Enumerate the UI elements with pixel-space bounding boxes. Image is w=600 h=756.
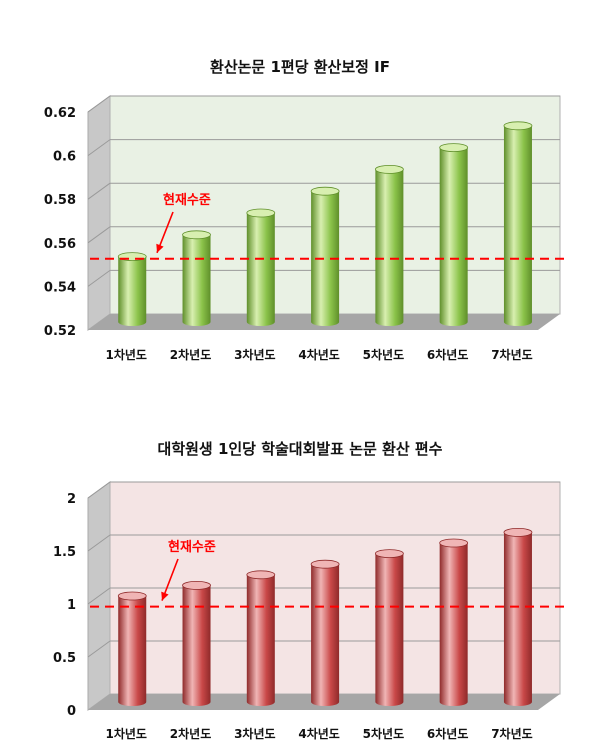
bar-body <box>503 532 532 706</box>
bar-body <box>118 596 147 706</box>
gridline-side <box>87 182 111 200</box>
x-tick-label: 7차년도 <box>491 347 532 362</box>
y-tick-label: 2 <box>67 492 76 507</box>
bar-top <box>310 186 340 196</box>
x-tick-label: 2차년도 <box>170 726 211 741</box>
bar-top <box>374 164 404 174</box>
y-tick-label: 1.5 <box>53 545 76 560</box>
bar <box>117 252 147 326</box>
y-tick-label: 0.62 <box>44 106 76 121</box>
reference-label: 현재수준 <box>163 192 211 208</box>
gridline-side <box>87 534 111 552</box>
y-tick-label: 0.54 <box>44 280 76 295</box>
y-tick-label: 1 <box>67 598 76 613</box>
gridline-side <box>87 95 111 113</box>
bar-body <box>439 543 468 706</box>
gridline-side <box>87 640 111 658</box>
bar-body <box>311 191 340 326</box>
presentation-chart: 대학원생 1인당 학술대회발표 논문 환산 편수 0 0.5 1 1.5 2 1차년도 2차… <box>0 430 600 756</box>
bar <box>439 538 469 706</box>
bar-top <box>182 230 211 240</box>
x-tick-label: 3차년도 <box>234 726 275 741</box>
reference-arrowhead <box>156 243 164 253</box>
bar-top <box>246 208 276 218</box>
x-tick-label: 6차년도 <box>427 726 468 741</box>
bar-body <box>375 553 404 706</box>
bar <box>503 528 533 706</box>
bar-top <box>182 580 211 590</box>
bar-body <box>503 125 532 326</box>
x-tick-label: 3차년도 <box>234 347 275 362</box>
bar-body <box>118 256 147 326</box>
bar-top <box>310 559 340 569</box>
bar <box>310 559 340 706</box>
gridline-side <box>87 139 111 157</box>
bar <box>182 230 211 326</box>
bar <box>439 143 469 326</box>
x-tick-label: 4차년도 <box>298 347 339 362</box>
bar-body <box>311 564 340 706</box>
y-tick-label: 0.5 <box>53 651 76 666</box>
x-tick-label: 5차년도 <box>363 726 404 741</box>
bar-top <box>439 143 469 153</box>
bar-top <box>246 570 276 580</box>
bar-body <box>439 147 468 326</box>
bar-body <box>182 234 211 326</box>
bar <box>374 164 404 326</box>
y-tick-label: 0.52 <box>44 324 76 339</box>
x-tick-label: 1차년도 <box>106 347 147 362</box>
x-tick-label: 1차년도 <box>106 726 147 741</box>
bar <box>374 549 404 706</box>
bar-top <box>503 528 533 537</box>
bar-top <box>374 549 404 558</box>
x-tick-label: 4차년도 <box>298 726 339 741</box>
bar <box>246 208 276 326</box>
x-tick-label: 2차년도 <box>170 347 211 362</box>
bar-body <box>375 169 404 326</box>
y-tick-label: 0.56 <box>44 237 76 252</box>
chart-title: 대학원생 1인당 학술대회발표 논문 환산 편수 <box>157 440 443 458</box>
bar <box>310 186 340 326</box>
bar-top <box>117 591 147 601</box>
chart-title: 환산논문 1편당 환산보정 IF <box>210 58 390 76</box>
x-tick-label: 6차년도 <box>427 347 468 362</box>
bar <box>117 591 147 706</box>
x-tick-label: 7차년도 <box>491 726 532 741</box>
y-tick-label: 0 <box>67 704 76 719</box>
bar-body <box>246 213 275 326</box>
gridline-side <box>87 587 111 605</box>
bar <box>182 580 211 706</box>
side-wall <box>87 95 111 331</box>
x-tick-label: 5차년도 <box>363 347 404 362</box>
reference-arrowhead <box>161 591 169 601</box>
gridline-side <box>87 481 111 499</box>
if-chart-plot: 0.52 0.54 0.56 0.58 0.6 0.62 1차년도 2차년도 3차년도 4차년도 5… <box>44 95 566 362</box>
gridline-side <box>87 269 111 287</box>
y-tick-label: 0.58 <box>44 193 76 208</box>
bar <box>246 570 276 706</box>
y-tick-label: 0.6 <box>53 150 76 165</box>
gridline-side <box>87 226 111 244</box>
reference-label: 현재수준 <box>168 539 216 555</box>
bar-top <box>439 538 469 548</box>
bar-body <box>246 574 275 706</box>
if-chart: 환산논문 1편당 환산보정 IF 0.52 0.54 0.56 0.58 0.6 0.62… <box>44 58 566 362</box>
bar <box>503 121 533 326</box>
bar-body <box>182 585 211 706</box>
presentation-chart-plot: 0 0.5 1 1.5 2 1차년도 2차년도 3차년도 4차년도 5차년도 6차년도 7차년도 현재수… <box>53 481 566 741</box>
bar-top <box>503 121 533 131</box>
